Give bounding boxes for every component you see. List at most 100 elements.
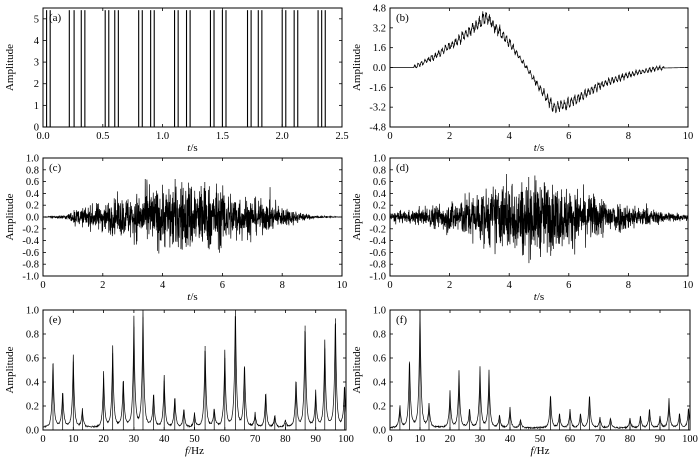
y-tick-label: -0.2 bbox=[369, 224, 386, 235]
x-axis-variable: t bbox=[534, 142, 538, 154]
panel-b: 0 2 4 6 8 10 -4.8 -3.2 -1.6 0.0 1.6 3.2 4.8 t/s Amplit… bbox=[351, 4, 693, 155]
series-group bbox=[390, 173, 688, 264]
y-tick-label: 4.8 bbox=[373, 4, 386, 15]
x-tick-label: 0.5 bbox=[96, 131, 109, 142]
x-tick-label: 10 bbox=[337, 280, 348, 291]
x-axis-variable: f bbox=[185, 445, 190, 457]
x-axis-label: t/s bbox=[534, 291, 544, 303]
panel-label: (e) bbox=[49, 314, 62, 326]
x-axis-label: f/Hz bbox=[531, 445, 550, 457]
x-axis-unit: /Hz bbox=[534, 445, 550, 457]
y-tick-label: 2 bbox=[34, 79, 39, 90]
y-axis-label: Amplitude bbox=[4, 193, 16, 240]
x-tick-label: 40 bbox=[505, 434, 516, 445]
y-tick-label: -0.8 bbox=[22, 260, 39, 271]
plot-frame bbox=[389, 7, 689, 128]
x-tick-label: 50 bbox=[535, 434, 546, 445]
y-tick-label: 0.2 bbox=[373, 201, 386, 212]
y-tick-label: -1.0 bbox=[22, 272, 39, 283]
y-tick-label: 1 bbox=[34, 101, 39, 112]
spectrum-line bbox=[43, 310, 346, 429]
series-group bbox=[43, 310, 346, 430]
x-axis-unit: /s bbox=[537, 142, 544, 154]
y-tick-label: -0.6 bbox=[22, 248, 39, 259]
y-tick-label: 0.4 bbox=[26, 189, 40, 200]
y-tick-label: 0.8 bbox=[26, 165, 39, 176]
x-axis-label: f/Hz bbox=[185, 445, 204, 457]
x-tick-label: 90 bbox=[310, 434, 321, 445]
x-tick-label: 0 bbox=[387, 434, 392, 445]
x-tick-label: 4 bbox=[507, 280, 513, 291]
y-tick-label: 1.0 bbox=[26, 306, 39, 317]
y-tick-label: -0.6 bbox=[369, 248, 386, 259]
x-axis-variable: f bbox=[531, 445, 536, 457]
x-tick-label: 20 bbox=[445, 434, 456, 445]
y-tick-label: 0.6 bbox=[373, 177, 386, 188]
plot-frame bbox=[42, 7, 343, 128]
x-tick-label: 1.5 bbox=[216, 131, 229, 142]
x-axis-unit: /s bbox=[190, 142, 197, 154]
series-group bbox=[43, 178, 342, 254]
panel-c: 0 2 4 6 8 10 -1.0-0.8-0.6-0.4-0.20.00.20.40.60… bbox=[4, 154, 347, 304]
y-tick-label: 4 bbox=[34, 36, 40, 47]
x-tick-label: 80 bbox=[625, 434, 636, 445]
x-tick-label: 30 bbox=[129, 434, 140, 445]
x-tick-label: 1.0 bbox=[156, 131, 169, 142]
y-tick-label: 0.0 bbox=[26, 213, 39, 224]
y-tick-label: 1.0 bbox=[373, 154, 386, 165]
series-group bbox=[46, 10, 326, 127]
y-tick-label: -3.2 bbox=[369, 103, 386, 114]
y-tick-label: 0.6 bbox=[26, 177, 39, 188]
x-axis-variable: t bbox=[187, 291, 191, 303]
y-axis-label: Amplitude bbox=[351, 193, 363, 240]
x-tick-label: 10 bbox=[683, 280, 694, 291]
x-tick-label: 2.5 bbox=[335, 131, 348, 142]
y-tick-label: -1.6 bbox=[369, 83, 386, 94]
panel-d: 0 2 4 6 8 10 -1.0-0.8-0.6-0.4-0.20.00.20.40.60… bbox=[351, 154, 693, 304]
y-axis-label: Amplitude bbox=[4, 44, 16, 91]
panel-f: 0 10 20 30 40 50 60 70 80 90 100 0.0 0.2 0.4 0.6 0.8 1.0… bbox=[351, 306, 698, 458]
x-tick-label: 0 bbox=[40, 434, 45, 445]
spectrum-line bbox=[390, 310, 690, 430]
y-tick-label: -4.8 bbox=[369, 123, 386, 134]
panel-label: (a) bbox=[49, 12, 62, 24]
y-axis-label: Amplitude bbox=[351, 44, 363, 91]
y-tick-label: 0 bbox=[34, 123, 39, 134]
x-axis-label: t/s bbox=[187, 142, 197, 154]
y-tick-label: 0.2 bbox=[26, 402, 39, 413]
y-tick-label: 0.0 bbox=[373, 213, 386, 224]
y-tick-label: -0.2 bbox=[22, 224, 39, 235]
x-axis-unit: /s bbox=[537, 291, 544, 303]
panel-label: (f) bbox=[396, 314, 407, 326]
y-axis-label: Amplitude bbox=[351, 346, 363, 393]
x-tick-label: 0 bbox=[387, 280, 392, 291]
plot-frame bbox=[389, 309, 691, 431]
series-group bbox=[390, 11, 688, 114]
y-tick-label: 3.2 bbox=[373, 23, 386, 34]
x-tick-label: 8 bbox=[626, 131, 631, 142]
x-tick-label: 0.0 bbox=[36, 131, 49, 142]
y-tick-label: 5 bbox=[34, 14, 39, 25]
x-tick-label: 2 bbox=[447, 280, 452, 291]
y-tick-label: 0.8 bbox=[26, 330, 39, 341]
x-tick-label: 2 bbox=[100, 280, 105, 291]
y-tick-label: 0.8 bbox=[373, 165, 386, 176]
y-tick-label: 1.0 bbox=[373, 306, 386, 317]
y-tick-label: 0.4 bbox=[373, 378, 387, 389]
x-tick-label: 10 bbox=[68, 434, 79, 445]
signal-line bbox=[390, 173, 688, 264]
x-tick-label: 20 bbox=[98, 434, 109, 445]
panel-label: (c) bbox=[49, 162, 62, 174]
y-tick-label: 0.8 bbox=[373, 330, 386, 341]
x-tick-label: 70 bbox=[595, 434, 606, 445]
y-tick-label: 0.0 bbox=[373, 426, 386, 437]
y-axis-label: Amplitude bbox=[4, 346, 16, 393]
x-tick-label: 4 bbox=[160, 280, 166, 291]
x-tick-label: 2.0 bbox=[276, 131, 289, 142]
x-tick-label: 2 bbox=[447, 131, 452, 142]
x-tick-label: 60 bbox=[565, 434, 576, 445]
x-tick-label: 90 bbox=[655, 434, 666, 445]
y-tick-label: -0.4 bbox=[369, 236, 386, 247]
y-tick-label: 0.4 bbox=[26, 378, 40, 389]
